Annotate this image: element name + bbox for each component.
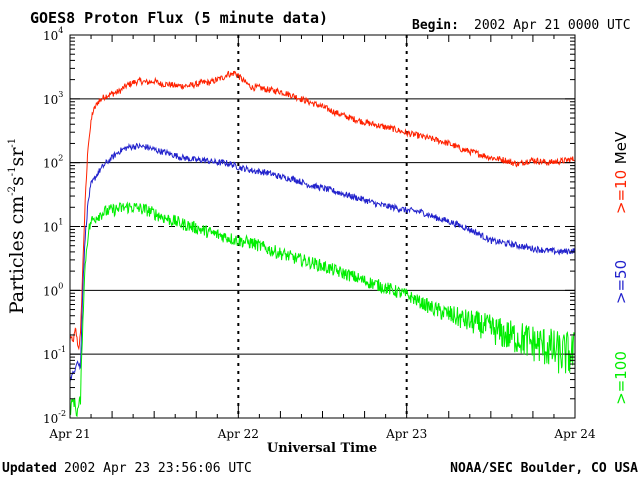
y-label-mid2: sr (6, 147, 28, 167)
legend-item-ge100: >=100 (612, 351, 630, 405)
y-tick-exponent: -2 (58, 409, 66, 418)
y-tick-label-0: 10-2 (43, 409, 66, 426)
legend-item-ge10: >=10 (612, 170, 630, 214)
series-line-2 (69, 201, 575, 418)
y-label-exp3: -1 (7, 138, 18, 148)
x-axis-ticks: Apr 21 Apr 22 Apr 23 Apr 24 (48, 35, 596, 441)
y-tick-exponent: 3 (58, 90, 63, 99)
y-tick-base: 10 (43, 157, 58, 171)
y-label-exp2: -1 (7, 166, 18, 176)
series-line-0 (69, 70, 575, 351)
updated-label: Updated (2, 461, 57, 476)
x-tick-label-3: Apr 24 (553, 427, 596, 441)
y-tick-base: 10 (43, 284, 58, 298)
y-tick-base: 10 (43, 221, 58, 235)
y-label-main: Particles cm (6, 196, 28, 314)
y-tick-label-2: 100 (43, 281, 63, 298)
series-line-1 (69, 142, 575, 383)
y-tick-label-1: 10-1 (43, 345, 66, 362)
y-label-exp1: -2 (7, 186, 18, 196)
y-tick-label-5: 103 (43, 90, 63, 107)
x-axis-label: Universal Time (267, 441, 377, 456)
x-tick-label-0: Apr 21 (48, 427, 90, 441)
x-tick-label-1: Apr 22 (217, 427, 259, 441)
chart-title: GOES8 Proton Flux (5 minute data) (30, 9, 328, 27)
y-tick-exponent: 0 (58, 281, 63, 290)
begin-label: Begin: (412, 18, 459, 33)
x-tick-label-2: Apr 23 (385, 427, 427, 441)
legend: MeV >=10 >=50 >=100 (612, 131, 630, 405)
y-tick-label-3: 101 (43, 218, 63, 235)
y-tick-base: 10 (43, 93, 58, 107)
gridlines (70, 98, 575, 355)
credit: NOAA/SEC Boulder, CO USA (450, 461, 638, 476)
y-tick-base: 10 (43, 412, 58, 426)
y-tick-label-6: 104 (43, 26, 63, 43)
y-tick-exponent: 2 (58, 154, 63, 163)
y-tick-base: 10 (43, 348, 58, 362)
y-tick-exponent: 1 (58, 218, 63, 227)
y-tick-exponent: 4 (58, 26, 63, 35)
y-label-mid1: s (6, 176, 28, 186)
legend-item-ge50: >=50 (612, 260, 630, 304)
svg-text:Particles cm-2s-1sr-1: Particles cm-2s-1sr-1 (6, 138, 28, 314)
y-tick-base: 10 (43, 29, 58, 43)
legend-unit: MeV (612, 131, 630, 164)
y-axis-label: Particles cm-2s-1sr-1 (6, 138, 28, 314)
begin-value: 2002 Apr 21 0000 UTC (474, 18, 631, 33)
updated-value: 2002 Apr 23 23:56:06 UTC (64, 461, 252, 476)
series-layer (69, 70, 575, 418)
y-tick-label-4: 102 (43, 154, 63, 171)
y-tick-exponent: -1 (58, 345, 66, 354)
